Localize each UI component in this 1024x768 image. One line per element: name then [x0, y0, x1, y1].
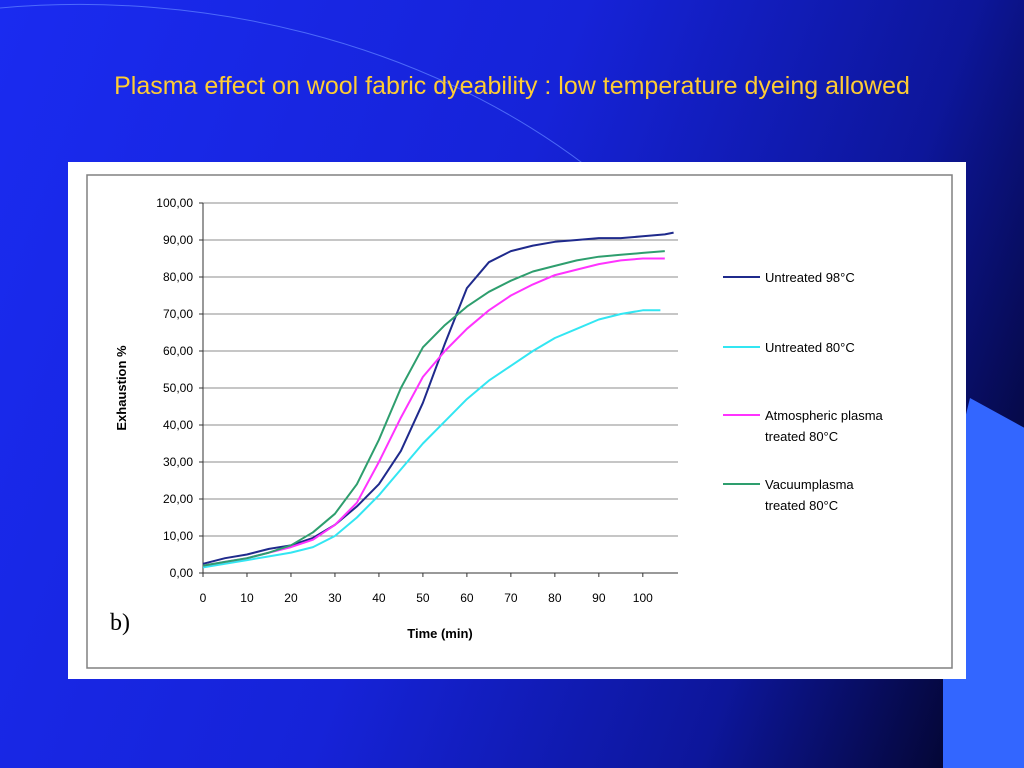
y-tick-label: 80,00	[163, 270, 193, 284]
x-axis-label: Time (min)	[407, 626, 473, 641]
legend-label: treated 80°C	[765, 498, 838, 513]
chart-figure: 0,00 10,00 20,00 30,00 40,00 50,00 60,00 70,00 8…	[68, 162, 966, 679]
line-chart: 0,00 10,00 20,00 30,00 40,00 50,00 60,00 70,00 8…	[86, 174, 953, 669]
y-tick-label: 70,00	[163, 307, 193, 321]
y-tick-label: 10,00	[163, 529, 193, 543]
x-tick-label: 40	[372, 591, 386, 605]
y-tick-label: 60,00	[163, 344, 193, 358]
x-tick-label: 30	[328, 591, 342, 605]
y-tick-label: 90,00	[163, 233, 193, 247]
y-tick-label: 30,00	[163, 455, 193, 469]
legend-label: Untreated 80°C	[765, 340, 855, 355]
y-tick-label: 100,00	[156, 196, 193, 210]
legend-label: Vacuumplasma	[765, 477, 854, 492]
x-tick-label: 20	[284, 591, 298, 605]
legend-label: treated 80°C	[765, 429, 838, 444]
series-line-2	[202, 309, 661, 569]
series-line-3	[202, 257, 665, 567]
y-tick-label: 0,00	[170, 566, 194, 580]
y-axis-label: Exhaustion %	[114, 345, 129, 431]
slide-title: Plasma effect on wool fabric dyeability …	[114, 72, 910, 100]
x-tick-label: 80	[548, 591, 562, 605]
x-tick-label: 70	[504, 591, 518, 605]
x-tick-label: 100	[633, 591, 653, 605]
y-tick-label: 20,00	[163, 492, 193, 506]
panel-label: b)	[110, 610, 130, 636]
x-tick-label: 60	[460, 591, 474, 605]
series-line-1	[202, 231, 674, 565]
chart-border	[86, 174, 953, 669]
legend-label: Atmospheric plasma	[765, 408, 884, 423]
y-tick-label: 50,00	[163, 381, 193, 395]
x-tick-label: 0	[200, 591, 207, 605]
x-tick-label: 50	[416, 591, 430, 605]
series-line-4	[202, 250, 665, 567]
y-tick-label: 40,00	[163, 418, 193, 432]
legend-label: Untreated 98°C	[765, 270, 855, 285]
x-tick-label: 10	[240, 591, 254, 605]
x-tick-label: 90	[592, 591, 606, 605]
